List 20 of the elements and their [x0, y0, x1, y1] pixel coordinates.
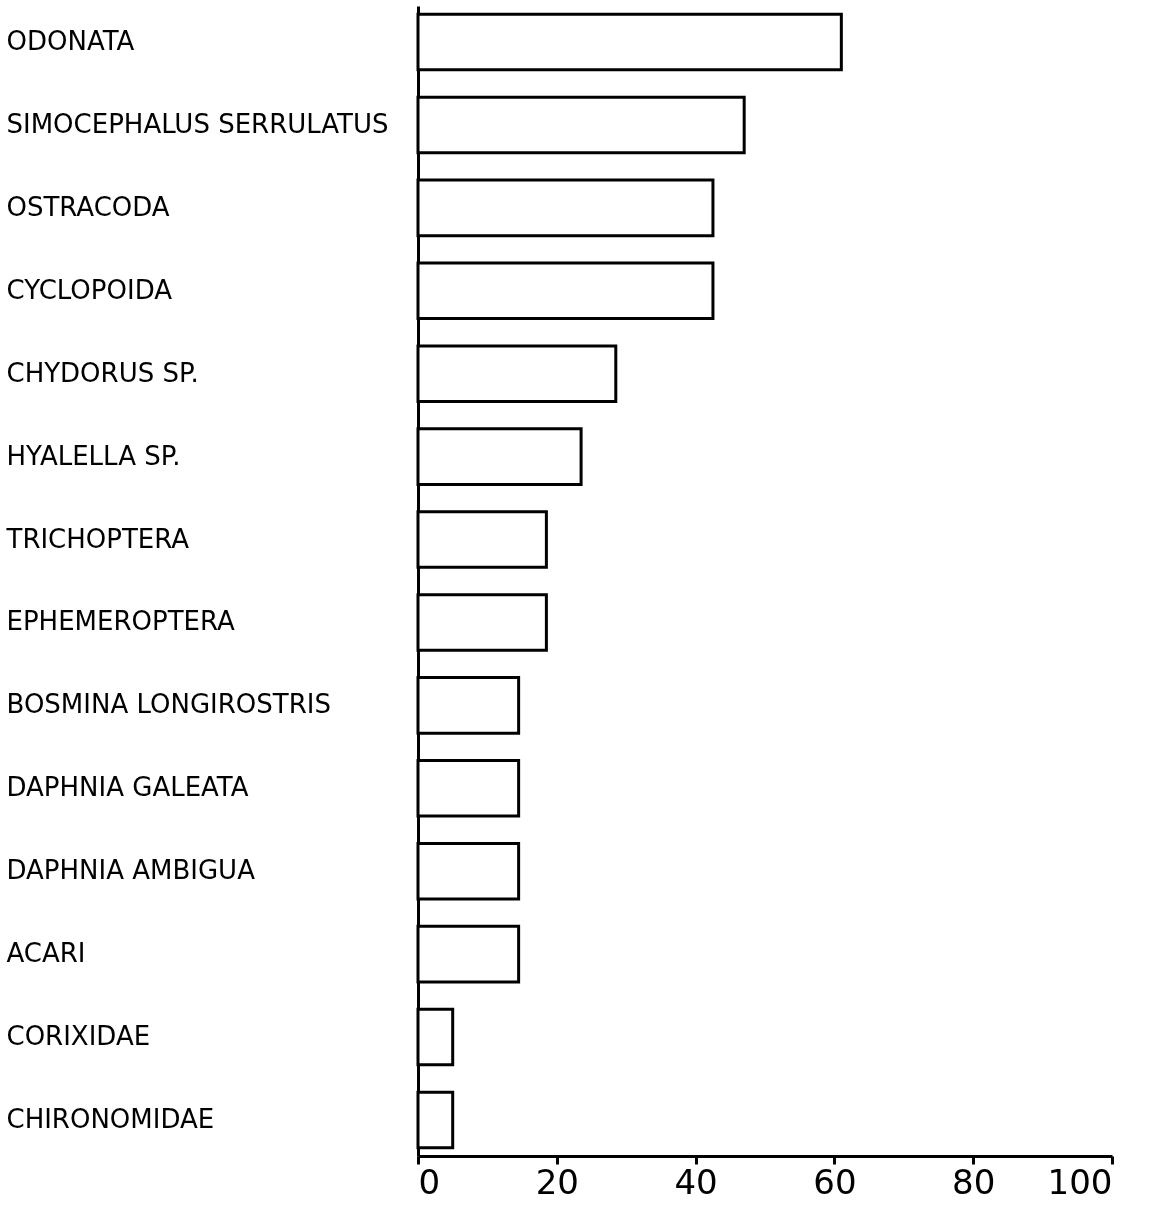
y-tick-label: ACARI	[6, 938, 86, 969]
y-tick-label: BOSMINA LONGIROSTRIS	[6, 689, 331, 720]
x-tick-label: 40	[674, 1161, 718, 1202]
x-tick-label: 80	[952, 1161, 996, 1202]
y-tick-label: HYALELLA SP.	[6, 440, 181, 471]
x-tick-label: 60	[813, 1161, 857, 1202]
y-tick-label: CHYDORUS SP.	[6, 357, 199, 388]
y-tick-label: DAPHNIA GALEATA	[6, 772, 249, 803]
y-tick-label: CORIXIDAE	[6, 1021, 151, 1052]
y-tick-label: ODONATA	[6, 26, 135, 57]
y-tick-label: TRICHOPTERA	[5, 523, 190, 554]
y-tick-label: CYCLOPOIDA	[6, 274, 173, 305]
x-tick-label: 100	[1047, 1161, 1113, 1202]
y-tick-label: SIMOCEPHALUS SERRULATUS	[6, 108, 389, 139]
x-tick-label: 20	[535, 1161, 579, 1202]
y-tick-label: EPHEMEROPTERA	[6, 606, 235, 637]
y-tick-label: CHIRONOMIDAE	[6, 1103, 215, 1134]
y-tick-label: OSTRACODA	[6, 191, 170, 222]
x-tick-label: 0	[418, 1161, 441, 1202]
y-tick-label: DAPHNIA AMBIGUA	[6, 855, 256, 886]
